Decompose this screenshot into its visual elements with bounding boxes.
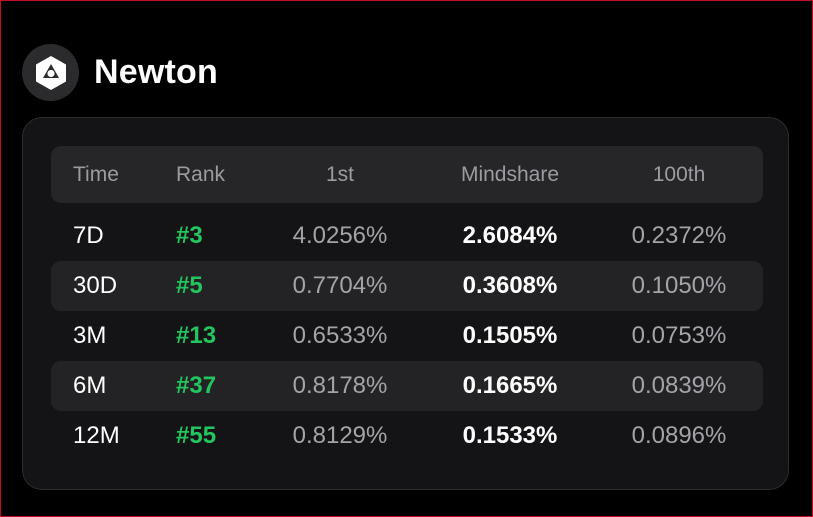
first-cell: 0.8129% (292, 422, 388, 449)
table-header-row: Time Rank 1st Mindshare 100th (51, 146, 763, 203)
rank-cell: #37 (176, 372, 217, 399)
table-row: 30D #5 0.7704% 0.3608% 0.1050% (51, 261, 763, 311)
rank-cell: #55 (176, 422, 217, 449)
table-row: 3M #13 0.6533% 0.1505% 0.0753% (51, 311, 763, 361)
column-header-rank: Rank (176, 162, 226, 186)
time-cell: 30D (73, 272, 118, 299)
table-row: 7D #3 4.0256% 2.6084% 0.2372% (51, 211, 763, 261)
column-header-mindshare: Mindshare (460, 162, 560, 186)
time-cell: 3M (73, 322, 107, 349)
first-cell: 0.7704% (292, 272, 388, 299)
rank-cell: #13 (176, 322, 217, 349)
time-cell: 6M (73, 372, 107, 399)
mindshare-cell: 0.1533% (462, 422, 558, 449)
column-header-1st: 1st (325, 162, 354, 186)
rank-cell: #3 (176, 222, 203, 249)
mindshare-cell: 0.1665% (462, 372, 558, 399)
mindshare-cell: 0.3608% (462, 272, 558, 299)
column-header-100th: 100th (652, 162, 706, 186)
hundredth-cell: 0.0896% (631, 422, 727, 449)
first-cell: 0.6533% (292, 322, 388, 349)
hundredth-cell: 0.1050% (631, 272, 727, 299)
mindshare-cell: 2.6084% (462, 222, 558, 249)
table-row: 12M #55 0.8129% 0.1533% 0.0896% (51, 411, 763, 461)
newton-logo-icon (22, 44, 79, 101)
hundredth-cell: 0.0753% (631, 322, 727, 349)
time-cell: 12M (73, 422, 120, 449)
hundredth-cell: 0.2372% (631, 222, 727, 249)
rank-cell: #5 (176, 272, 203, 299)
first-cell: 0.8178% (292, 372, 388, 399)
column-header-time: Time (73, 162, 119, 186)
mindshare-cell: 0.1505% (462, 322, 558, 349)
project-title: Newton (94, 53, 218, 91)
first-cell: 4.0256% (292, 222, 388, 249)
hundredth-cell: 0.0839% (631, 372, 727, 399)
mindshare-card: Time Rank 1st Mindshare 100th 7D #3 4.02… (22, 117, 789, 490)
project-header: Newton (22, 44, 218, 101)
table-row: 6M #37 0.8178% 0.1665% 0.0839% (51, 361, 763, 411)
time-cell: 7D (73, 222, 104, 249)
mindshare-table: Time Rank 1st Mindshare 100th 7D #3 4.02… (51, 146, 763, 461)
